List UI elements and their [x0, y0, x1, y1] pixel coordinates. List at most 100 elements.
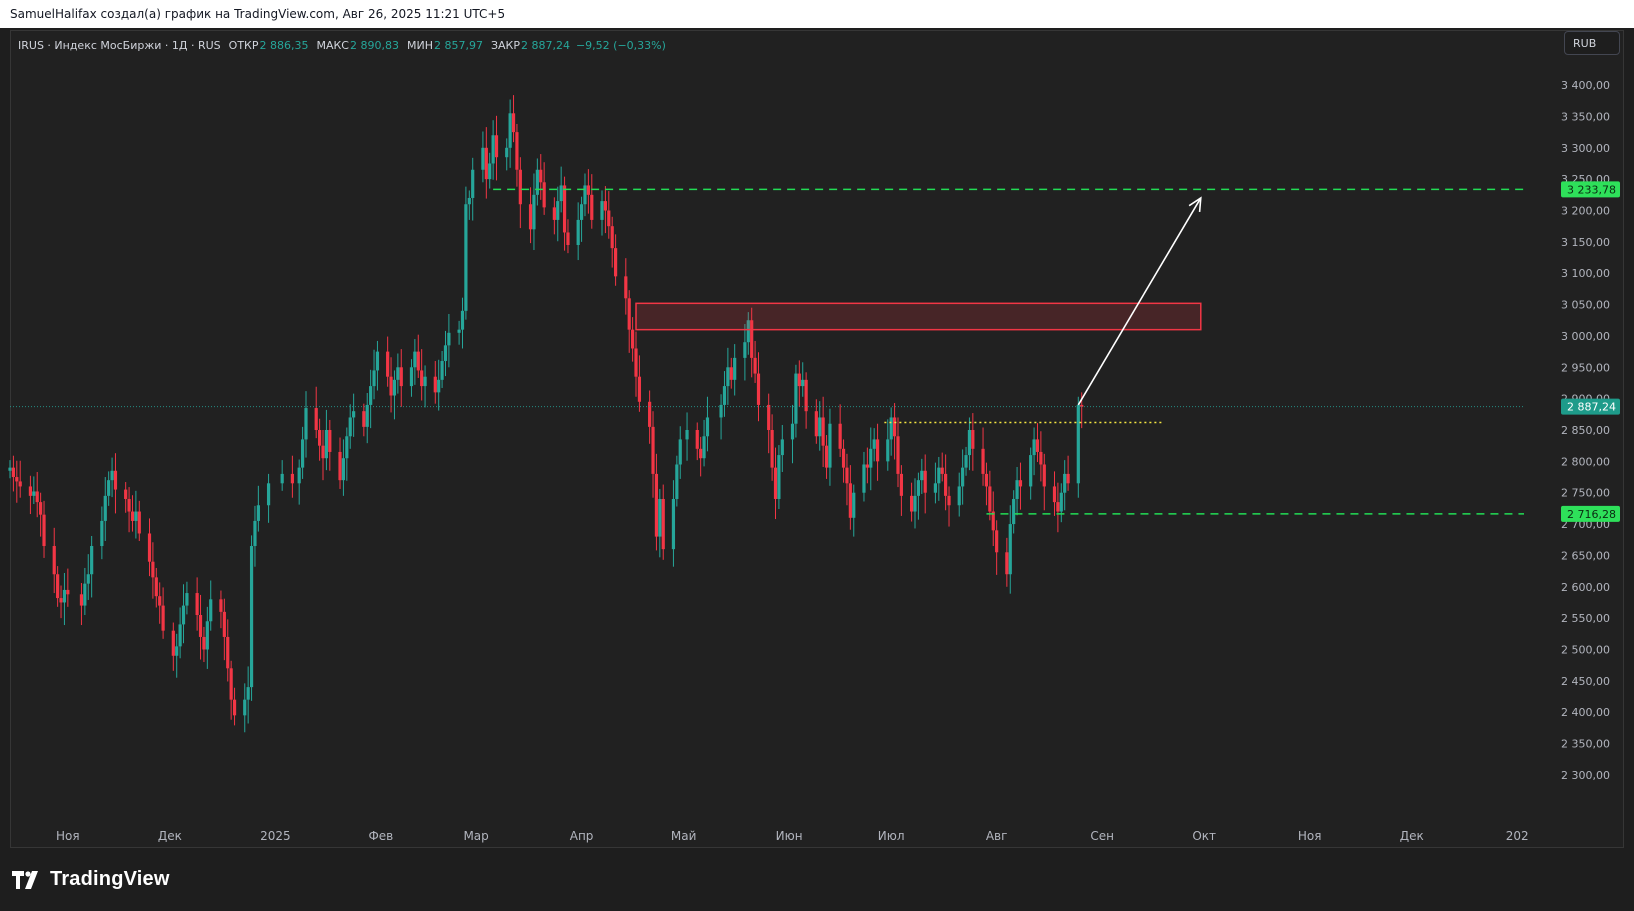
candle-body [52, 546, 56, 575]
candle-body [471, 169, 475, 198]
candle-body [314, 408, 318, 430]
candle-body [726, 367, 730, 387]
candle-body [154, 577, 158, 597]
candle-body [944, 473, 948, 496]
candle-body [86, 574, 90, 584]
candle-body [814, 411, 818, 437]
resistance-zone [635, 302, 1202, 331]
close-value: 2 887,24 [520, 38, 570, 52]
x-tick-label: Ноя [1298, 829, 1322, 843]
candle-body [631, 329, 635, 349]
time-axis: Ноя Дек 2025 Фев Мар Апр Май Июн Июл Авг Сен Окт Ноя… [56, 829, 1529, 843]
candle-body [794, 373, 798, 424]
candle-body [11, 467, 16, 478]
candle-body [947, 495, 951, 506]
candle-body [90, 546, 94, 575]
change-value: −9,52 (−0,33%) [575, 38, 666, 52]
candle-body [290, 473, 294, 484]
candle-body [539, 169, 543, 183]
candle-body [1035, 439, 1040, 452]
high-value: 2 890,83 [349, 38, 399, 52]
candle-body [743, 342, 747, 358]
candle-body [110, 470, 114, 481]
candle-body [722, 386, 727, 405]
symbol-label[interactable]: IRUS · Индекс МосБиржи · 1Д · RUS [18, 38, 221, 52]
candle-body [464, 204, 468, 311]
candle-body [991, 511, 995, 531]
candle-body [181, 605, 186, 625]
candle-body [1063, 473, 1067, 493]
candle-body [733, 357, 737, 380]
y-tick-label: 3 200,00 [1561, 205, 1610, 218]
y-tick-label: 2 500,00 [1561, 643, 1610, 656]
x-tick-label: Дек [158, 829, 182, 843]
candle-body [508, 113, 512, 148]
candle-body [178, 624, 182, 647]
y-tick-label: 2 450,00 [1561, 675, 1610, 688]
candle-body [964, 455, 968, 468]
candle-body [889, 417, 893, 440]
candle-body [705, 417, 710, 437]
candle-body [447, 332, 451, 346]
candle-body [913, 495, 917, 512]
candle-body [338, 451, 342, 481]
candle-body [1015, 480, 1019, 499]
candle-body [113, 470, 118, 490]
candle-body [1032, 439, 1036, 456]
candle-body [678, 439, 682, 465]
close-label: ЗАКР [490, 38, 520, 52]
candle-body [790, 423, 795, 440]
candle-body [491, 135, 495, 164]
candle-body [801, 379, 805, 387]
candle-body [610, 226, 614, 249]
candle-body [226, 636, 230, 669]
candle-body [756, 373, 761, 405]
candle-body [352, 411, 356, 418]
candle-body [389, 376, 393, 396]
candle-body [566, 232, 570, 245]
candle-body [35, 491, 39, 503]
y-tick-label: 2 950,00 [1561, 361, 1610, 374]
candle-body [127, 498, 131, 512]
candle-body [838, 423, 842, 449]
candle-body [345, 436, 349, 459]
candle-body [66, 589, 70, 595]
chart-pane[interactable] [10, 30, 1624, 848]
candle-body [869, 448, 873, 468]
y-tick-label: 2 550,00 [1561, 612, 1610, 625]
candle-body [583, 185, 587, 205]
candle-body [532, 194, 536, 230]
candle-body [198, 615, 203, 637]
candle-body [675, 464, 679, 499]
candle-body [107, 480, 111, 496]
x-tick-label: Сен [1090, 829, 1114, 843]
candle-body [205, 621, 209, 650]
candle-body [161, 605, 165, 631]
candle-body [824, 445, 829, 468]
candle-body [488, 163, 492, 180]
candle-body [100, 520, 104, 547]
candle-body [249, 546, 254, 688]
candle-body [8, 467, 12, 471]
candle-body [413, 351, 417, 368]
candle-body [62, 589, 67, 603]
candle-body [372, 370, 376, 387]
candle-body [39, 502, 43, 515]
candle-body [957, 486, 961, 506]
candle-body [396, 367, 400, 380]
candle-body [321, 445, 325, 459]
candle-body [916, 480, 920, 496]
candle-body [134, 511, 138, 521]
candle-body [780, 439, 784, 456]
candle-body [841, 448, 846, 468]
candle-body [266, 483, 271, 506]
currency-button[interactable]: RUB [1564, 31, 1620, 55]
candle-body [1076, 404, 1080, 484]
support-price-tag-bg [1561, 505, 1620, 522]
candle-body [253, 520, 257, 547]
candle-body [528, 204, 533, 230]
candle-body [511, 113, 516, 133]
candle-body [648, 401, 652, 427]
candle-body [875, 439, 880, 462]
